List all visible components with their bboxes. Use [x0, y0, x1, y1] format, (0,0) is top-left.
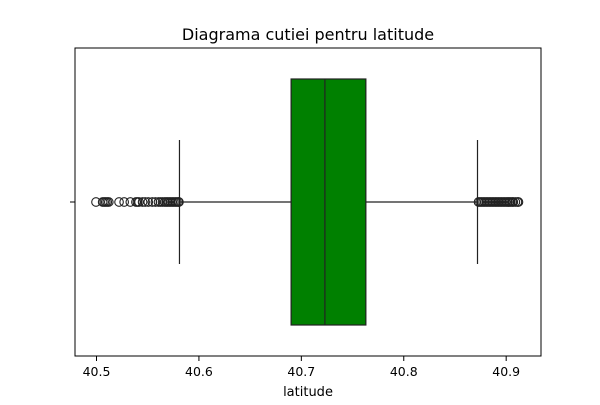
outlier-point — [114, 197, 124, 207]
x-tick-label: 40.6 — [185, 364, 213, 379]
x-tick-label: 40.7 — [287, 364, 315, 379]
outlier-point — [174, 197, 184, 207]
iqr-box — [290, 78, 367, 326]
x-tick-label: 40.5 — [83, 364, 111, 379]
outlier-point — [150, 197, 161, 207]
x-axis-ticks: 40.5 40.6 40.7 40.8 40.9 — [83, 356, 520, 379]
chart-title: Diagrama cutiei pentru latitude — [182, 25, 434, 44]
outlier-point — [119, 197, 130, 207]
outlier-point — [103, 197, 114, 207]
x-axis-label: latitude — [283, 385, 333, 400]
outlier-point — [134, 197, 144, 207]
outlier-point — [140, 197, 151, 207]
outlier-point — [143, 197, 154, 207]
outlier-point — [513, 197, 524, 207]
x-tick-label: 40.9 — [492, 364, 520, 379]
chart-marks — [91, 78, 524, 326]
x-tick-label: 40.8 — [390, 364, 418, 379]
outlier-point — [137, 197, 148, 207]
